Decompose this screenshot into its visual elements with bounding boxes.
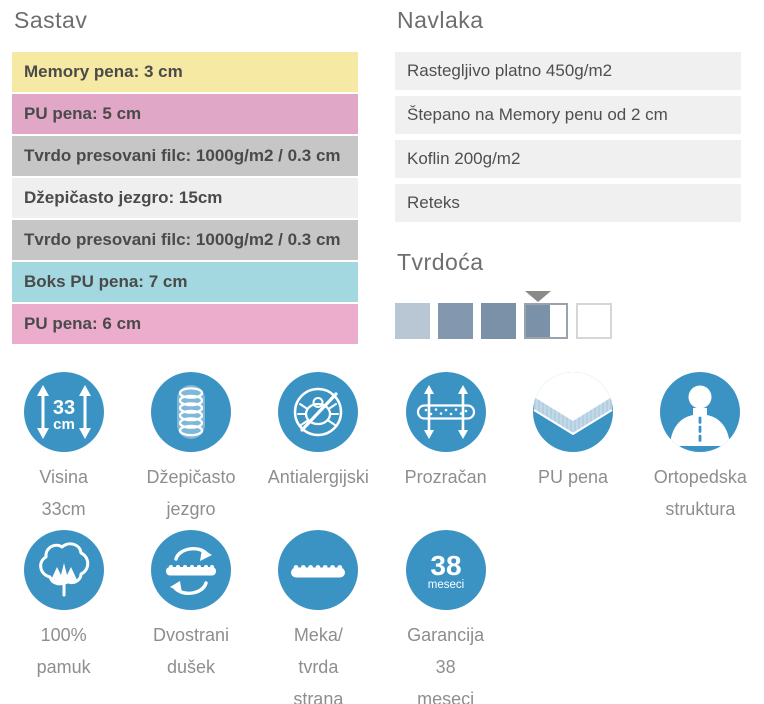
layer-row-pu-pena-6: PU pena: 6 cm (12, 304, 358, 344)
feature-two-sided: Dvostrani dušek (127, 530, 254, 704)
hardness-marker-icon (525, 291, 551, 302)
layer-row-memory-pena: Memory pena: 3 cm (12, 52, 358, 92)
height-icon: 33 cm (23, 372, 104, 452)
composition-rows: Memory pena: 3 cm PU pena: 5 cm Tvrdo pr… (12, 52, 358, 344)
hardness-section: Tvrdoća (395, 248, 741, 339)
hardness-level-5 (576, 303, 612, 339)
pocket-spring-icon (150, 372, 231, 452)
hardness-title: Tvrdoća (397, 249, 484, 275)
pu-foam-icon (532, 372, 613, 452)
feature-height: 33 cm Visina 33cm (0, 372, 127, 525)
feature-pocket-spring: Džepičasto jezgro (127, 372, 254, 525)
feature-orthopedic: Ortopedska struktura (637, 372, 764, 525)
feature-label: 100% pamuk (36, 625, 91, 677)
svg-text:cm: cm (53, 416, 75, 433)
hardness-level-2 (438, 303, 473, 339)
layer-row-filc-1: Tvrdo presovani filc: 1000g/m2 / 0.3 cm (12, 136, 358, 176)
layer-row-pu-pena-5: PU pena: 5 cm (12, 94, 358, 134)
feature-label: Prozračan (404, 467, 487, 487)
cover-row-3: Koflin 200g/m2 (395, 140, 741, 178)
hardness-level-4 (524, 303, 568, 339)
warranty-icon: 38 meseci (405, 530, 486, 610)
soft-hard-icon (278, 530, 359, 610)
hardness-level-4-half-fill (526, 305, 550, 337)
composition-title: Sastav (14, 7, 88, 33)
cover-rows: Rastegljivo platno 450g/m2 Štepano na Me… (395, 52, 741, 222)
feature-pu-foam: PU pena (509, 372, 636, 525)
orthopedic-icon (660, 372, 741, 452)
feature-label: Ortopedska struktura (653, 467, 747, 519)
svg-text:33: 33 (53, 397, 75, 419)
spec-columns: Sastav Memory pena: 3 cm PU pena: 5 cm T… (0, 0, 764, 346)
cover-row-1: Rastegljivo platno 450g/m2 (395, 52, 741, 90)
cover-row-4: Reteks (395, 184, 741, 222)
feature-label: Visina 33cm (39, 467, 89, 519)
breathable-icon (405, 372, 486, 452)
cover-and-hardness-section: Navlaka Rastegljivo platno 450g/m2 Štepa… (395, 6, 741, 346)
feature-label: Meka/ tvrda strana (293, 625, 344, 704)
feature-label: PU pena (537, 467, 609, 487)
cover-title: Navlaka (397, 7, 484, 33)
feature-soft-hard: Meka/ tvrda strana (255, 530, 382, 704)
two-sided-icon (150, 530, 231, 610)
hardness-level-1 (395, 303, 430, 339)
cover-row-2: Štepano na Memory penu od 2 cm (395, 96, 741, 134)
feature-breathable: Prozračan (382, 372, 509, 525)
feature-label: Dvostrani dušek (152, 625, 229, 677)
hardness-scale (395, 291, 741, 339)
feature-cotton: 100% pamuk (0, 530, 127, 704)
features-grid: 33 cm Visina 33cm (0, 372, 764, 704)
anti-allergy-icon (278, 372, 359, 452)
feature-warranty: 38 meseci Garancija 38 meseci (382, 530, 509, 704)
cotton-icon (23, 530, 104, 610)
feature-label: Džepičasto jezgro (146, 467, 236, 519)
hardness-level-3 (481, 303, 516, 339)
feature-anti-allergy: Antialergijski (255, 372, 382, 525)
composition-section: Sastav Memory pena: 3 cm PU pena: 5 cm T… (12, 6, 358, 346)
layer-row-filc-2: Tvrdo presovani filc: 1000g/m2 / 0.3 cm (12, 220, 358, 260)
layer-row-boks-pu-pena: Boks PU pena: 7 cm (12, 262, 358, 302)
layer-row-dzepicasto-jezgro: Džepičasto jezgro: 15cm (12, 178, 358, 218)
feature-label: Antialergijski (267, 467, 369, 487)
feature-label: Garancija 38 meseci (407, 625, 485, 704)
svg-text:meseci: meseci (427, 579, 463, 591)
svg-text:38: 38 (430, 550, 461, 581)
